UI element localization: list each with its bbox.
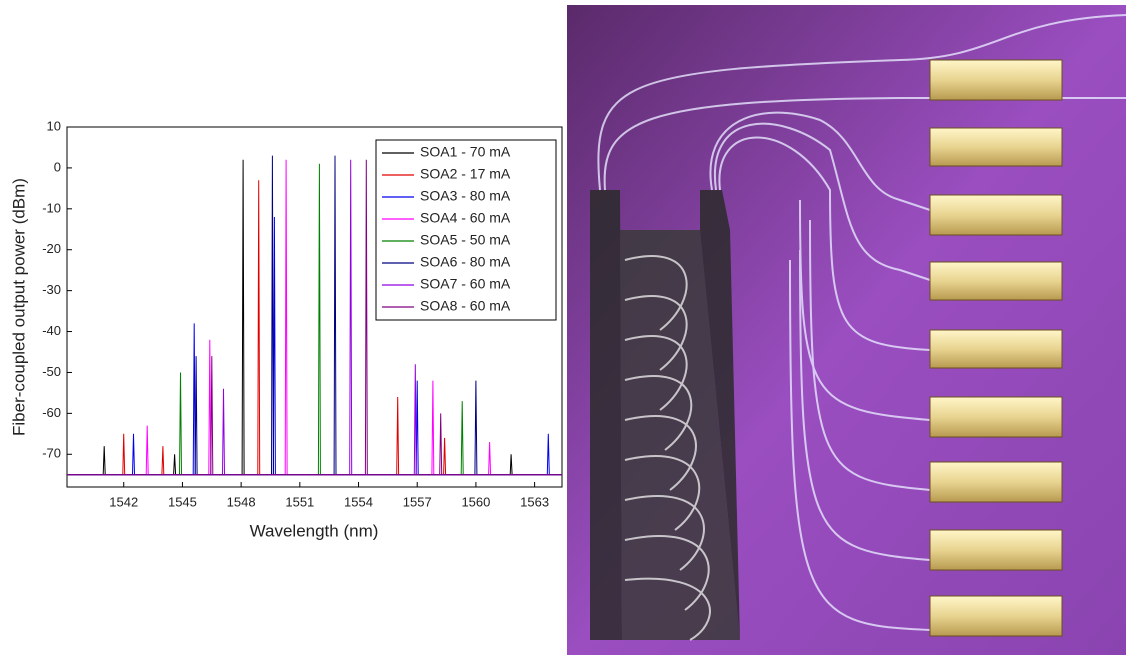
legend-label: SOA5 - 50 mA <box>420 232 511 248</box>
series-line <box>67 180 562 476</box>
series-line <box>67 159 562 476</box>
y-tick-label: 0 <box>54 159 61 174</box>
x-tick-label: 1560 <box>461 494 490 509</box>
chip-photo <box>567 5 1126 655</box>
y-tick-label: -60 <box>42 405 61 420</box>
legend-box <box>375 139 557 321</box>
series-line <box>67 216 562 476</box>
y-tick-label: -70 <box>42 446 61 461</box>
series-line <box>67 163 562 476</box>
legend-label: SOA4 - 60 mA <box>420 210 511 226</box>
y-tick-label: -50 <box>42 364 61 379</box>
legend-label: SOA3 - 80 mA <box>420 188 511 204</box>
y-tick-label: -40 <box>42 323 61 338</box>
legend-label: SOA8 - 60 mA <box>420 298 511 314</box>
x-tick-label: 1563 <box>520 494 549 509</box>
x-tick-label: 1554 <box>344 494 373 509</box>
legend-label: SOA1 - 70 mA <box>420 144 511 160</box>
x-axis-title: Wavelength (nm) <box>250 521 379 540</box>
y-tick-label: 10 <box>47 118 61 133</box>
legend-label: SOA6 - 80 mA <box>420 254 511 270</box>
y-tick-label: -30 <box>42 282 61 297</box>
x-tick-label: 1545 <box>168 494 197 509</box>
legend-label: SOA2 - 17 mA <box>420 166 511 182</box>
x-tick-label: 1557 <box>403 494 432 509</box>
series-line <box>67 159 562 476</box>
x-tick-label: 1542 <box>109 494 138 509</box>
legend-label: SOA7 - 60 mA <box>420 276 511 292</box>
plot-frame <box>66 126 563 488</box>
series-line <box>67 159 562 476</box>
x-tick-label: 1551 <box>285 494 314 509</box>
y-tick-label: -10 <box>42 200 61 215</box>
y-tick-label: -20 <box>42 241 61 256</box>
y-axis-title: Fiber-coupled output power (dBm) <box>9 178 28 436</box>
x-tick-label: 1548 <box>227 494 256 509</box>
